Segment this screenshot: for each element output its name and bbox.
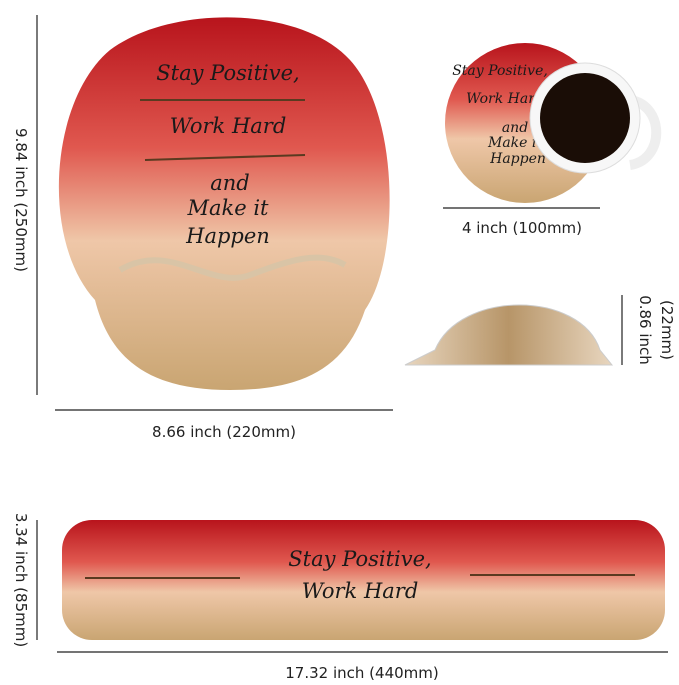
print-text: and [502,120,528,136]
arrow [144,154,306,161]
mouse-pad [58,17,390,390]
print-text: Stay Positive, [156,61,299,85]
width-label: 17.32 inch (440mm) [285,664,438,682]
print-text: Happen [489,151,546,167]
height-label: (22mm) [658,300,676,360]
cup-handle [628,95,662,170]
print-text: Make it [186,196,269,220]
print-text: Make it [487,135,542,151]
print-text: and [210,171,250,195]
coffee [540,73,630,163]
print-text: Stay Positive, [288,547,431,571]
wrist-rest [62,520,665,640]
height-label: 3.34 inch (85mm) [12,513,30,647]
dimensions [36,15,668,653]
width-label: 4 inch (100mm) [462,219,582,237]
print-text: Work Hard [170,114,287,138]
print-text: Work Hard [466,91,544,107]
wrist-cushion [118,254,347,281]
print-text: Happen [185,224,270,248]
width-label: 8.66 inch (220mm) [152,423,296,441]
height-label: 0.86 inch [636,295,654,365]
height-label: 9.84 inch (250mm) [12,128,30,272]
print-text: Work Hard [302,579,419,603]
print-text: Stay Positive, [452,63,548,79]
profile [404,304,614,366]
